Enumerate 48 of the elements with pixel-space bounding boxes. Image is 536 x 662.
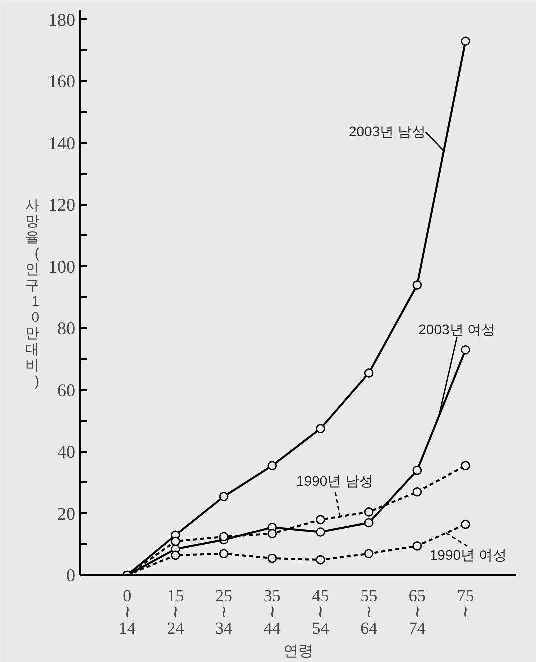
point — [219, 549, 229, 559]
point — [316, 528, 326, 537]
x-tick-label: 25 ≀ 34 — [216, 586, 234, 638]
point — [268, 554, 278, 564]
series-label: 2003년 여성 — [418, 321, 496, 338]
x-tick-label: 35 ≀ 44 — [264, 586, 282, 638]
point — [412, 466, 422, 476]
x-tick-label: 55 ≀ 64 — [360, 586, 378, 638]
y-tick-label: 140 — [48, 133, 76, 154]
x-tick-label: 65 ≀ 74 — [408, 586, 426, 638]
point — [412, 542, 422, 551]
point — [268, 461, 278, 471]
point — [171, 536, 180, 546]
y-tick-label: 20 — [58, 504, 76, 524]
point — [364, 549, 374, 559]
y-tick-label: 40 — [58, 442, 76, 462]
point — [268, 529, 278, 538]
point — [316, 515, 326, 525]
legend-label: 1990년 여성 — [430, 547, 507, 564]
y-tick-label: 80 — [58, 318, 76, 339]
point — [364, 368, 374, 378]
point — [461, 461, 470, 471]
point — [219, 492, 229, 502]
y-tick-label: 120 — [48, 195, 76, 216]
point — [171, 550, 180, 560]
y-tick-label: 180 — [48, 10, 76, 30]
x-axis-title: 연령 — [284, 642, 314, 660]
series-label: 2003년 남성 — [348, 123, 426, 140]
series-label: 1990년 남성 — [296, 473, 374, 490]
point — [412, 280, 422, 290]
point — [461, 36, 470, 46]
x-tick-label: 45 ≀ 54 — [312, 586, 330, 638]
x-tick-label: 75 ≀ — [457, 586, 474, 622]
x-tick-label: 0 ≀ 14 — [118, 586, 136, 638]
y-tick-label: 60 — [58, 380, 76, 400]
point — [461, 345, 470, 355]
point — [412, 487, 422, 497]
y-tick-label: 160 — [48, 72, 76, 92]
point — [219, 532, 229, 542]
text: 사망율(인구10만대비) — [26, 197, 40, 389]
point — [461, 520, 470, 530]
y-tick-label: 100 — [48, 256, 76, 277]
point — [316, 424, 326, 434]
y-tick-label: 0 — [66, 566, 76, 586]
point — [364, 518, 374, 528]
point — [364, 508, 374, 517]
point — [316, 555, 326, 565]
x-tick-label: 15 ≀ 24 — [167, 586, 185, 638]
